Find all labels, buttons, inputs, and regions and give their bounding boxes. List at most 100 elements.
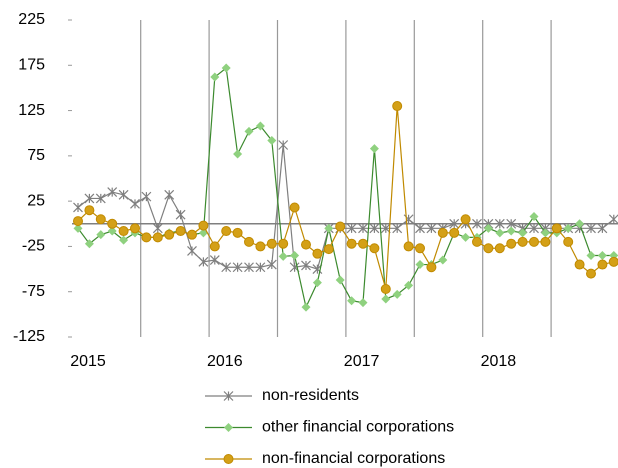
series-line xyxy=(77,144,615,270)
marker-stroke xyxy=(403,214,414,225)
marker xyxy=(255,241,266,252)
legend-label: non-residents xyxy=(262,387,359,404)
marker xyxy=(233,149,243,159)
y-tick-label: -75 xyxy=(22,283,45,300)
marker xyxy=(301,302,311,312)
marker-stroke xyxy=(597,223,608,234)
marker xyxy=(278,140,289,150)
marker xyxy=(301,260,311,271)
marker xyxy=(130,223,140,234)
marker-stroke xyxy=(346,223,357,234)
marker xyxy=(461,232,471,242)
marker xyxy=(289,202,300,213)
marker xyxy=(278,238,289,249)
marker xyxy=(517,236,528,247)
marker xyxy=(255,121,265,131)
marker xyxy=(415,260,425,270)
marker xyxy=(506,238,517,249)
marker xyxy=(118,226,129,237)
marker-stroke xyxy=(84,193,95,204)
marker xyxy=(164,189,175,200)
marker xyxy=(290,250,300,260)
marker xyxy=(437,227,448,238)
marker xyxy=(266,259,277,270)
marker xyxy=(404,280,414,290)
marker xyxy=(529,223,539,234)
legend-label: non-financial corporations xyxy=(262,450,445,467)
marker xyxy=(198,256,209,267)
marker xyxy=(563,223,573,233)
marker xyxy=(84,239,94,249)
marker xyxy=(141,232,152,243)
marker xyxy=(506,226,516,236)
marker-stroke xyxy=(95,193,106,204)
marker xyxy=(107,226,117,236)
marker xyxy=(608,256,618,267)
marker xyxy=(381,294,391,304)
marker-stroke xyxy=(449,218,460,229)
marker xyxy=(438,255,448,265)
marker xyxy=(152,232,163,243)
marker xyxy=(312,248,323,259)
marker xyxy=(586,223,596,234)
marker xyxy=(483,243,494,254)
marker xyxy=(224,423,233,432)
marker xyxy=(346,223,357,234)
marker xyxy=(494,218,505,229)
marker xyxy=(312,278,322,288)
marker-stroke xyxy=(73,202,83,213)
marker-stroke xyxy=(278,140,289,150)
marker-stroke xyxy=(301,260,311,271)
marker xyxy=(323,244,334,255)
marker xyxy=(107,218,118,229)
marker xyxy=(267,135,277,145)
marker xyxy=(380,283,391,294)
marker xyxy=(563,236,574,247)
marker xyxy=(141,191,152,202)
y-tick-label: 25 xyxy=(27,192,45,209)
legend-label: other financial corporations xyxy=(262,419,454,436)
marker xyxy=(152,223,163,234)
marker-stroke xyxy=(164,189,175,200)
marker xyxy=(529,236,539,247)
marker-stroke xyxy=(415,223,425,234)
marker xyxy=(221,63,231,73)
marker xyxy=(198,220,209,231)
marker xyxy=(232,227,243,238)
marker xyxy=(73,202,83,213)
marker xyxy=(597,259,608,270)
marker-stroke xyxy=(358,223,368,234)
marker-stroke xyxy=(392,223,403,234)
marker xyxy=(460,214,471,225)
marker xyxy=(73,223,83,233)
marker xyxy=(358,298,368,308)
marker xyxy=(369,144,379,154)
marker xyxy=(586,250,596,260)
marker xyxy=(335,275,345,285)
marker xyxy=(95,214,106,225)
marker-stroke xyxy=(221,262,232,273)
x-tick-label: 2016 xyxy=(207,353,243,370)
marker xyxy=(426,223,437,234)
marker xyxy=(346,238,357,249)
marker-stroke xyxy=(494,218,505,229)
y-tick-label: 125 xyxy=(18,102,45,119)
marker-stroke xyxy=(223,391,234,401)
marker xyxy=(266,238,277,249)
marker-stroke xyxy=(209,255,220,265)
marker xyxy=(244,236,254,247)
y-tick-label: 175 xyxy=(18,57,45,74)
marker xyxy=(107,187,118,198)
marker xyxy=(575,219,585,229)
marker-stroke xyxy=(107,187,118,198)
marker xyxy=(597,223,608,234)
marker xyxy=(244,262,254,273)
marker xyxy=(223,454,234,464)
marker-stroke xyxy=(529,223,539,234)
marker-stroke xyxy=(175,209,186,220)
x-tick-label: 2017 xyxy=(344,353,380,370)
marker-stroke xyxy=(369,223,380,234)
marker-stroke xyxy=(118,189,129,200)
marker xyxy=(118,189,129,200)
